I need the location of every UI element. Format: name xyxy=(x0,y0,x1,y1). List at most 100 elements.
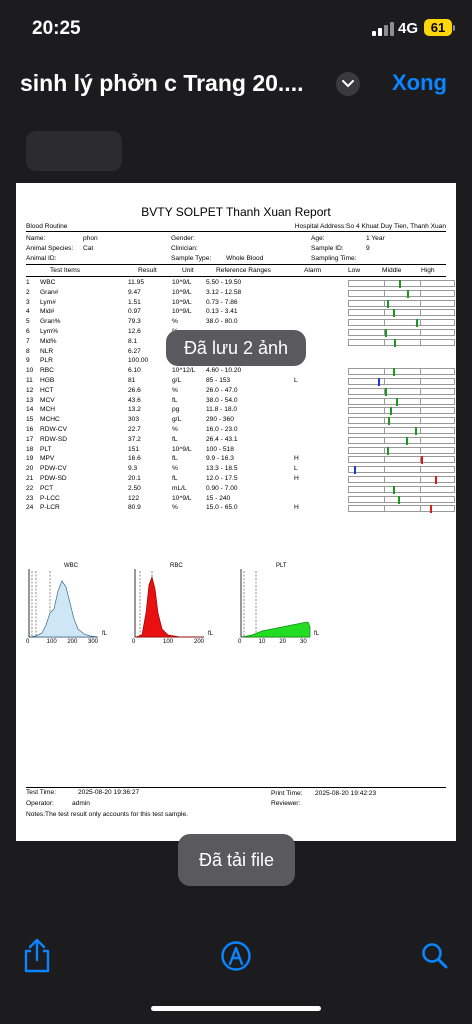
range-marker xyxy=(393,368,396,377)
cell-result: 303 xyxy=(128,416,140,424)
cell-unit: fL xyxy=(172,455,178,463)
cell-unit: % xyxy=(172,426,178,433)
age-value: 1 Year xyxy=(366,235,385,242)
table-header: Test Items Result Unit Reference Ranges … xyxy=(26,267,446,276)
range-marker xyxy=(406,289,409,298)
range-bar xyxy=(348,319,455,328)
cell-n: 9 xyxy=(26,357,30,365)
chevron-down-icon[interactable] xyxy=(336,72,360,96)
range-bar xyxy=(348,387,455,396)
table-row: 18 PLT 151 10^9/L 100 - 518 xyxy=(26,445,455,455)
cell-result: 11.95 xyxy=(128,279,145,286)
histogram-unit: fL xyxy=(208,631,214,637)
done-button[interactable]: Xong xyxy=(392,70,447,95)
cell-n: 20 xyxy=(26,465,34,473)
table-row: 22 PCT 2.50 mL/L 0.90 - 7.00 xyxy=(26,484,455,494)
report-title: BVTY SOLPET Thanh Xuan Report xyxy=(141,205,331,219)
share-icon[interactable] xyxy=(22,938,52,979)
saved-toast: Đã lưu 2 ảnh xyxy=(166,330,306,366)
range-marker xyxy=(429,505,432,514)
cell-n: 10 xyxy=(26,367,34,375)
cell-item: Gran# xyxy=(40,288,59,296)
histogram-tick: 20 xyxy=(279,639,287,645)
cell-result: 20.1 xyxy=(128,475,141,482)
notes: Notes:The test result only accounts for … xyxy=(26,811,188,818)
divider xyxy=(26,231,446,232)
markup-icon[interactable] xyxy=(220,940,252,977)
cell-item: PCT xyxy=(40,484,54,492)
cell-unit: g/L xyxy=(172,416,182,424)
cell-n: 14 xyxy=(26,406,34,414)
cellular-signal-icon xyxy=(372,22,394,36)
cell-n: 19 xyxy=(26,455,34,463)
cell-item: MCH xyxy=(40,406,56,414)
range-bar xyxy=(348,368,455,377)
range-bar xyxy=(348,485,455,494)
cell-result: 2.50 xyxy=(128,484,141,492)
cell-item: MPV xyxy=(40,455,55,463)
clinician-label: Clinician: xyxy=(171,245,198,252)
cell-n: 7 xyxy=(26,337,30,345)
cell-result: 6.27 xyxy=(128,347,141,355)
range-bar xyxy=(348,289,455,298)
cell-n: 13 xyxy=(26,396,34,404)
cell-unit: mL/L xyxy=(172,484,187,492)
cell-item: MCV xyxy=(40,396,55,404)
cell-ref: 4.60 - 10.20 xyxy=(206,367,242,375)
col-alarm: Alarm xyxy=(304,267,322,274)
cell-n: 8 xyxy=(26,347,30,355)
cell-unit: 10^9/L xyxy=(172,298,192,306)
cell-n: 23 xyxy=(26,494,34,502)
cell-result: 26.6 xyxy=(128,386,141,394)
section-label: Blood Routine xyxy=(26,223,68,230)
range-bar xyxy=(348,407,455,416)
document-title[interactable]: sinh lý phởn c Trang 20.... xyxy=(20,70,304,96)
cell-item: MCHC xyxy=(40,416,60,424)
range-marker xyxy=(378,378,381,386)
page-thumbnail[interactable] xyxy=(26,131,122,171)
cell-n: 15 xyxy=(26,416,34,424)
cell-alarm: L xyxy=(294,465,298,473)
cell-result: 13.2 xyxy=(128,406,141,414)
cell-n: 21 xyxy=(26,475,34,482)
col-middle: Middle xyxy=(382,267,402,274)
cell-item: PDW-SD xyxy=(40,475,67,482)
cell-alarm: L xyxy=(294,377,298,384)
print-time-value: 2025-08-20 19:42:23 xyxy=(315,790,377,797)
range-marker xyxy=(435,476,438,484)
histogram-tick: 0 xyxy=(238,639,242,645)
test-time-value: 2025-08-20 19:36:27 xyxy=(78,789,140,796)
col-unit: Unit xyxy=(182,267,194,274)
cell-n: 22 xyxy=(26,484,34,492)
operator-label: Operator: xyxy=(26,800,54,807)
cell-item: NLR xyxy=(40,347,54,355)
histogram-plot xyxy=(28,569,99,638)
cell-result: 0.97 xyxy=(128,308,141,316)
histogram-tick: 100 xyxy=(46,639,57,645)
table-row: 17 RDW-SD 37.2 fL 26.4 - 43.1 xyxy=(26,435,455,445)
divider xyxy=(26,787,446,788)
cell-n: 17 xyxy=(26,435,34,443)
range-bar xyxy=(348,378,455,386)
histogram-wbc: WBC 0 100 200 300 fL xyxy=(26,563,126,653)
cell-unit: 10^9/L xyxy=(172,494,192,502)
cell-result: 81 xyxy=(128,377,136,384)
range-marker xyxy=(398,495,401,504)
cell-unit: 10^9/L xyxy=(172,279,192,286)
sample-id-label: Sample ID: xyxy=(311,245,344,252)
gender-label: Gender: xyxy=(171,235,195,242)
sampling-time-label: Sampling Time: xyxy=(311,255,357,262)
cell-result: 43.6 xyxy=(128,396,141,404)
cell-unit: % xyxy=(172,465,178,473)
table-row: 5 Gran% 79.3% 38.0 - 80.0 xyxy=(26,318,455,328)
histogram-tick: 0 xyxy=(26,639,30,645)
col-ref: Reference Ranges xyxy=(216,267,271,274)
cell-n: 2 xyxy=(26,288,30,296)
divider xyxy=(26,264,446,265)
cell-ref: 0.90 - 7.00 xyxy=(206,484,238,492)
table-row: 24 P-LCR 80.9% 15.0 - 65.0 H xyxy=(26,504,455,514)
range-bar xyxy=(348,436,455,445)
search-icon[interactable] xyxy=(421,942,449,975)
cell-result: 151 xyxy=(128,445,140,453)
range-bar xyxy=(348,309,455,318)
